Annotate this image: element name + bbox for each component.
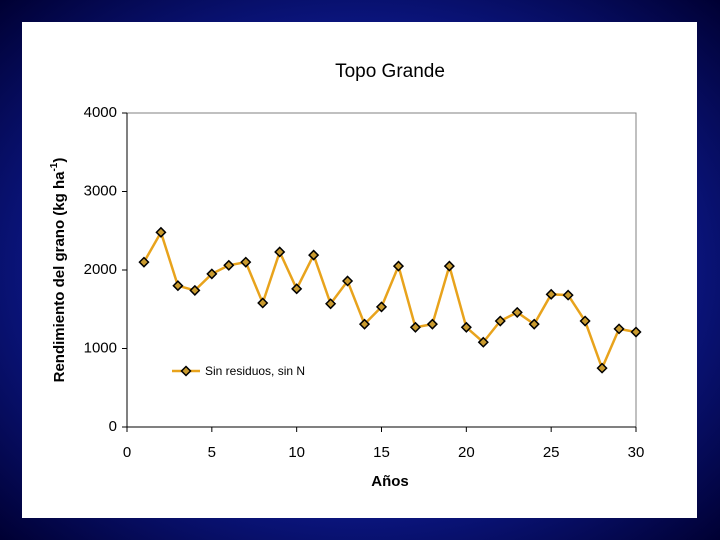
x-tick-label: 20 (458, 444, 475, 461)
data-point (613, 323, 625, 335)
y-tick-label: 1000 (84, 339, 117, 356)
plot-area (126, 112, 637, 428)
data-point (189, 284, 201, 296)
x-tick-label: 0 (123, 444, 131, 461)
data-point (409, 321, 421, 333)
y-tick-label: 3000 (84, 182, 117, 199)
data-point (325, 298, 337, 310)
chart-title: Topo Grande (335, 61, 445, 82)
data-point (223, 259, 235, 271)
data-point (291, 283, 303, 295)
y-axis-label-suffix: ) (51, 158, 68, 163)
legend-marker (180, 365, 192, 377)
x-tick-label: 15 (373, 444, 390, 461)
data-point (630, 326, 642, 338)
data-point (342, 275, 354, 287)
data-point (443, 260, 455, 272)
data-point (274, 246, 286, 258)
data-point (426, 318, 438, 330)
data-point (477, 336, 489, 348)
y-axis-label-sup: -1 (49, 162, 60, 171)
data-point (308, 249, 320, 261)
data-point (562, 289, 574, 301)
data-point (206, 268, 218, 280)
data-point (138, 256, 150, 268)
y-tick-label: 0 (109, 418, 117, 435)
data-point (257, 297, 269, 309)
data-point (375, 301, 388, 313)
x-tick-label: 10 (288, 444, 305, 461)
data-point (545, 288, 557, 300)
y-axis-label: Rendimiento del grano (kg ha-1) (49, 158, 68, 383)
y-tick-label: 2000 (84, 261, 117, 278)
x-tick-label: 25 (543, 444, 560, 461)
x-tick-label: 30 (628, 444, 645, 461)
y-tick-label: 4000 (84, 104, 117, 121)
data-point (511, 306, 523, 318)
data-point (172, 280, 184, 292)
data-point (155, 226, 167, 238)
data-point (528, 318, 540, 330)
data-point (494, 315, 506, 327)
data-point (392, 260, 405, 272)
x-axis-label: Años (371, 473, 409, 490)
data-point (460, 321, 472, 333)
legend-label: Sin residuos, sin N (205, 364, 305, 378)
data-point (596, 362, 608, 374)
x-tick-label: 5 (208, 444, 216, 461)
y-axis-label-text: Rendimiento del grano (kg ha (51, 171, 68, 383)
data-point (358, 318, 371, 330)
data-point (579, 315, 591, 327)
data-point (240, 256, 252, 268)
